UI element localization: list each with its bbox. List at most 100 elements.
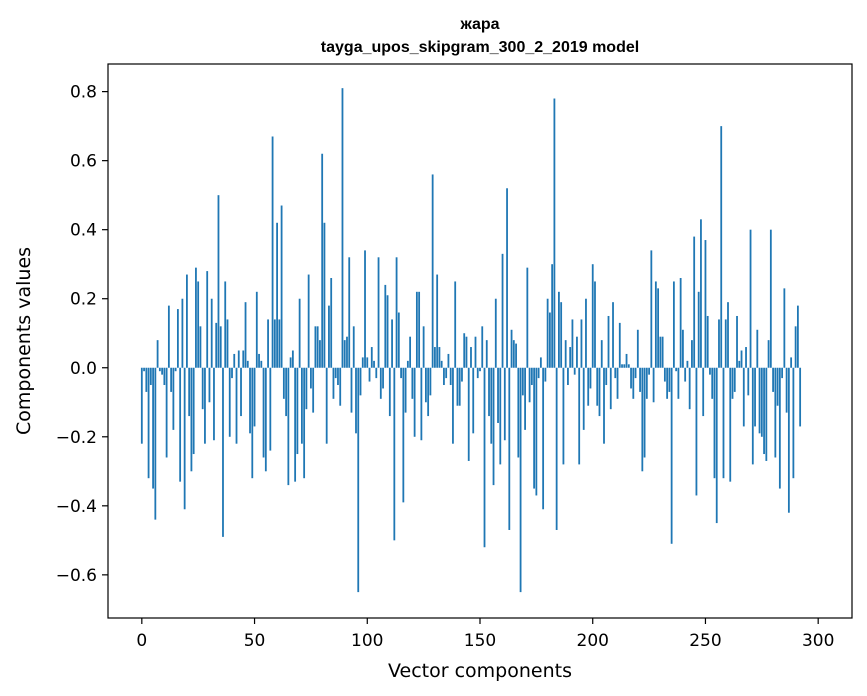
bar-139 — [454, 281, 457, 368]
bar-25 — [197, 281, 200, 368]
bar-195 — [580, 319, 583, 368]
bar-88 — [339, 367, 342, 406]
bar-137 — [449, 367, 452, 386]
bar-224 — [645, 367, 648, 399]
bar-219 — [634, 367, 637, 379]
bar-270 — [749, 229, 752, 368]
bar-282 — [776, 367, 779, 406]
bar-213 — [621, 364, 623, 368]
bar-279 — [769, 229, 772, 368]
bar-69 — [296, 367, 299, 455]
bar-253 — [711, 367, 714, 399]
bar-41 — [233, 353, 236, 368]
bar-165 — [512, 340, 515, 368]
bar-274 — [758, 367, 761, 434]
bar-108 — [384, 284, 387, 368]
bar-96 — [357, 367, 360, 593]
bar-42 — [235, 367, 238, 444]
bar-136 — [447, 353, 450, 368]
bar-188 — [564, 340, 567, 368]
bar-23 — [192, 367, 195, 455]
y-tick-label: −0.6 — [56, 566, 97, 586]
bar-167 — [517, 367, 520, 458]
bar-55 — [264, 367, 267, 472]
bar-67 — [291, 350, 294, 368]
bar-98 — [361, 357, 364, 368]
bar-44 — [240, 367, 242, 417]
bar-239 — [679, 278, 682, 368]
bar-251 — [706, 315, 709, 368]
bar-227 — [652, 367, 655, 403]
bar-29 — [206, 271, 209, 368]
bar-33 — [215, 322, 218, 368]
bar-1 — [143, 367, 145, 372]
bar-52 — [258, 353, 260, 368]
bar-123 — [418, 291, 421, 368]
bar-151 — [481, 326, 484, 368]
bar-267 — [742, 367, 745, 427]
bar-191 — [571, 319, 574, 368]
bar-131 — [436, 274, 439, 368]
bar-9 — [161, 367, 164, 375]
bar-152 — [483, 367, 486, 548]
bar-158 — [497, 367, 499, 423]
bar-234 — [668, 367, 671, 392]
bar-278 — [767, 340, 770, 368]
bar-54 — [262, 367, 265, 458]
bar-75 — [310, 367, 312, 389]
bar-87 — [337, 367, 339, 386]
y-tick-label: 0.0 — [70, 359, 97, 379]
bar-256 — [718, 319, 720, 368]
plot-frame — [107, 63, 853, 619]
bar-68 — [294, 367, 297, 482]
bar-168 — [519, 367, 522, 593]
bar-254 — [713, 367, 716, 479]
bar-155 — [490, 367, 493, 444]
chart-title: жара — [459, 16, 499, 33]
bar-121 — [413, 367, 416, 437]
bar-173 — [530, 367, 533, 386]
bar-99 — [364, 250, 366, 368]
bar-56 — [267, 319, 269, 368]
bar-53 — [260, 360, 263, 368]
bar-230 — [659, 336, 662, 368]
bar-221 — [639, 367, 641, 392]
bar-202 — [596, 367, 599, 406]
bar-122 — [415, 291, 418, 368]
bar-150 — [479, 367, 481, 372]
bar-160 — [501, 253, 504, 368]
bar-223 — [643, 367, 646, 458]
bar-236 — [672, 281, 675, 368]
bar-72 — [303, 367, 306, 479]
bar-243 — [688, 367, 691, 410]
y-tick-label: 0.6 — [70, 152, 97, 172]
bar-12 — [167, 305, 170, 368]
bar-190 — [569, 347, 572, 368]
bar-90 — [343, 340, 346, 368]
bar-112 — [393, 367, 396, 541]
bar-148 — [474, 336, 477, 368]
bar-30 — [208, 367, 211, 403]
bar-238 — [677, 367, 680, 399]
bar-73 — [305, 367, 308, 410]
bar-84 — [330, 278, 333, 368]
bar-187 — [562, 367, 565, 465]
bar-43 — [237, 350, 240, 368]
bar-134 — [443, 367, 445, 386]
bar-237 — [675, 367, 678, 372]
bar-194 — [578, 367, 581, 465]
bar-241 — [684, 367, 687, 382]
bar-57 — [269, 367, 272, 451]
bar-280 — [772, 367, 774, 392]
x-axis-label: Vector components — [388, 660, 572, 682]
bar-147 — [472, 367, 475, 434]
bar-105 — [377, 257, 380, 368]
bar-259 — [724, 319, 727, 368]
bar-82 — [325, 367, 328, 444]
bar-19 — [183, 367, 186, 510]
bar-162 — [506, 188, 508, 368]
bar-85 — [332, 367, 335, 399]
bar-198 — [587, 367, 590, 406]
y-axis-ticks: −0.6 −0.4 −0.2 0.0 0.2 0.4 0.6 0.8 — [56, 83, 108, 586]
bar-182 — [551, 264, 554, 368]
